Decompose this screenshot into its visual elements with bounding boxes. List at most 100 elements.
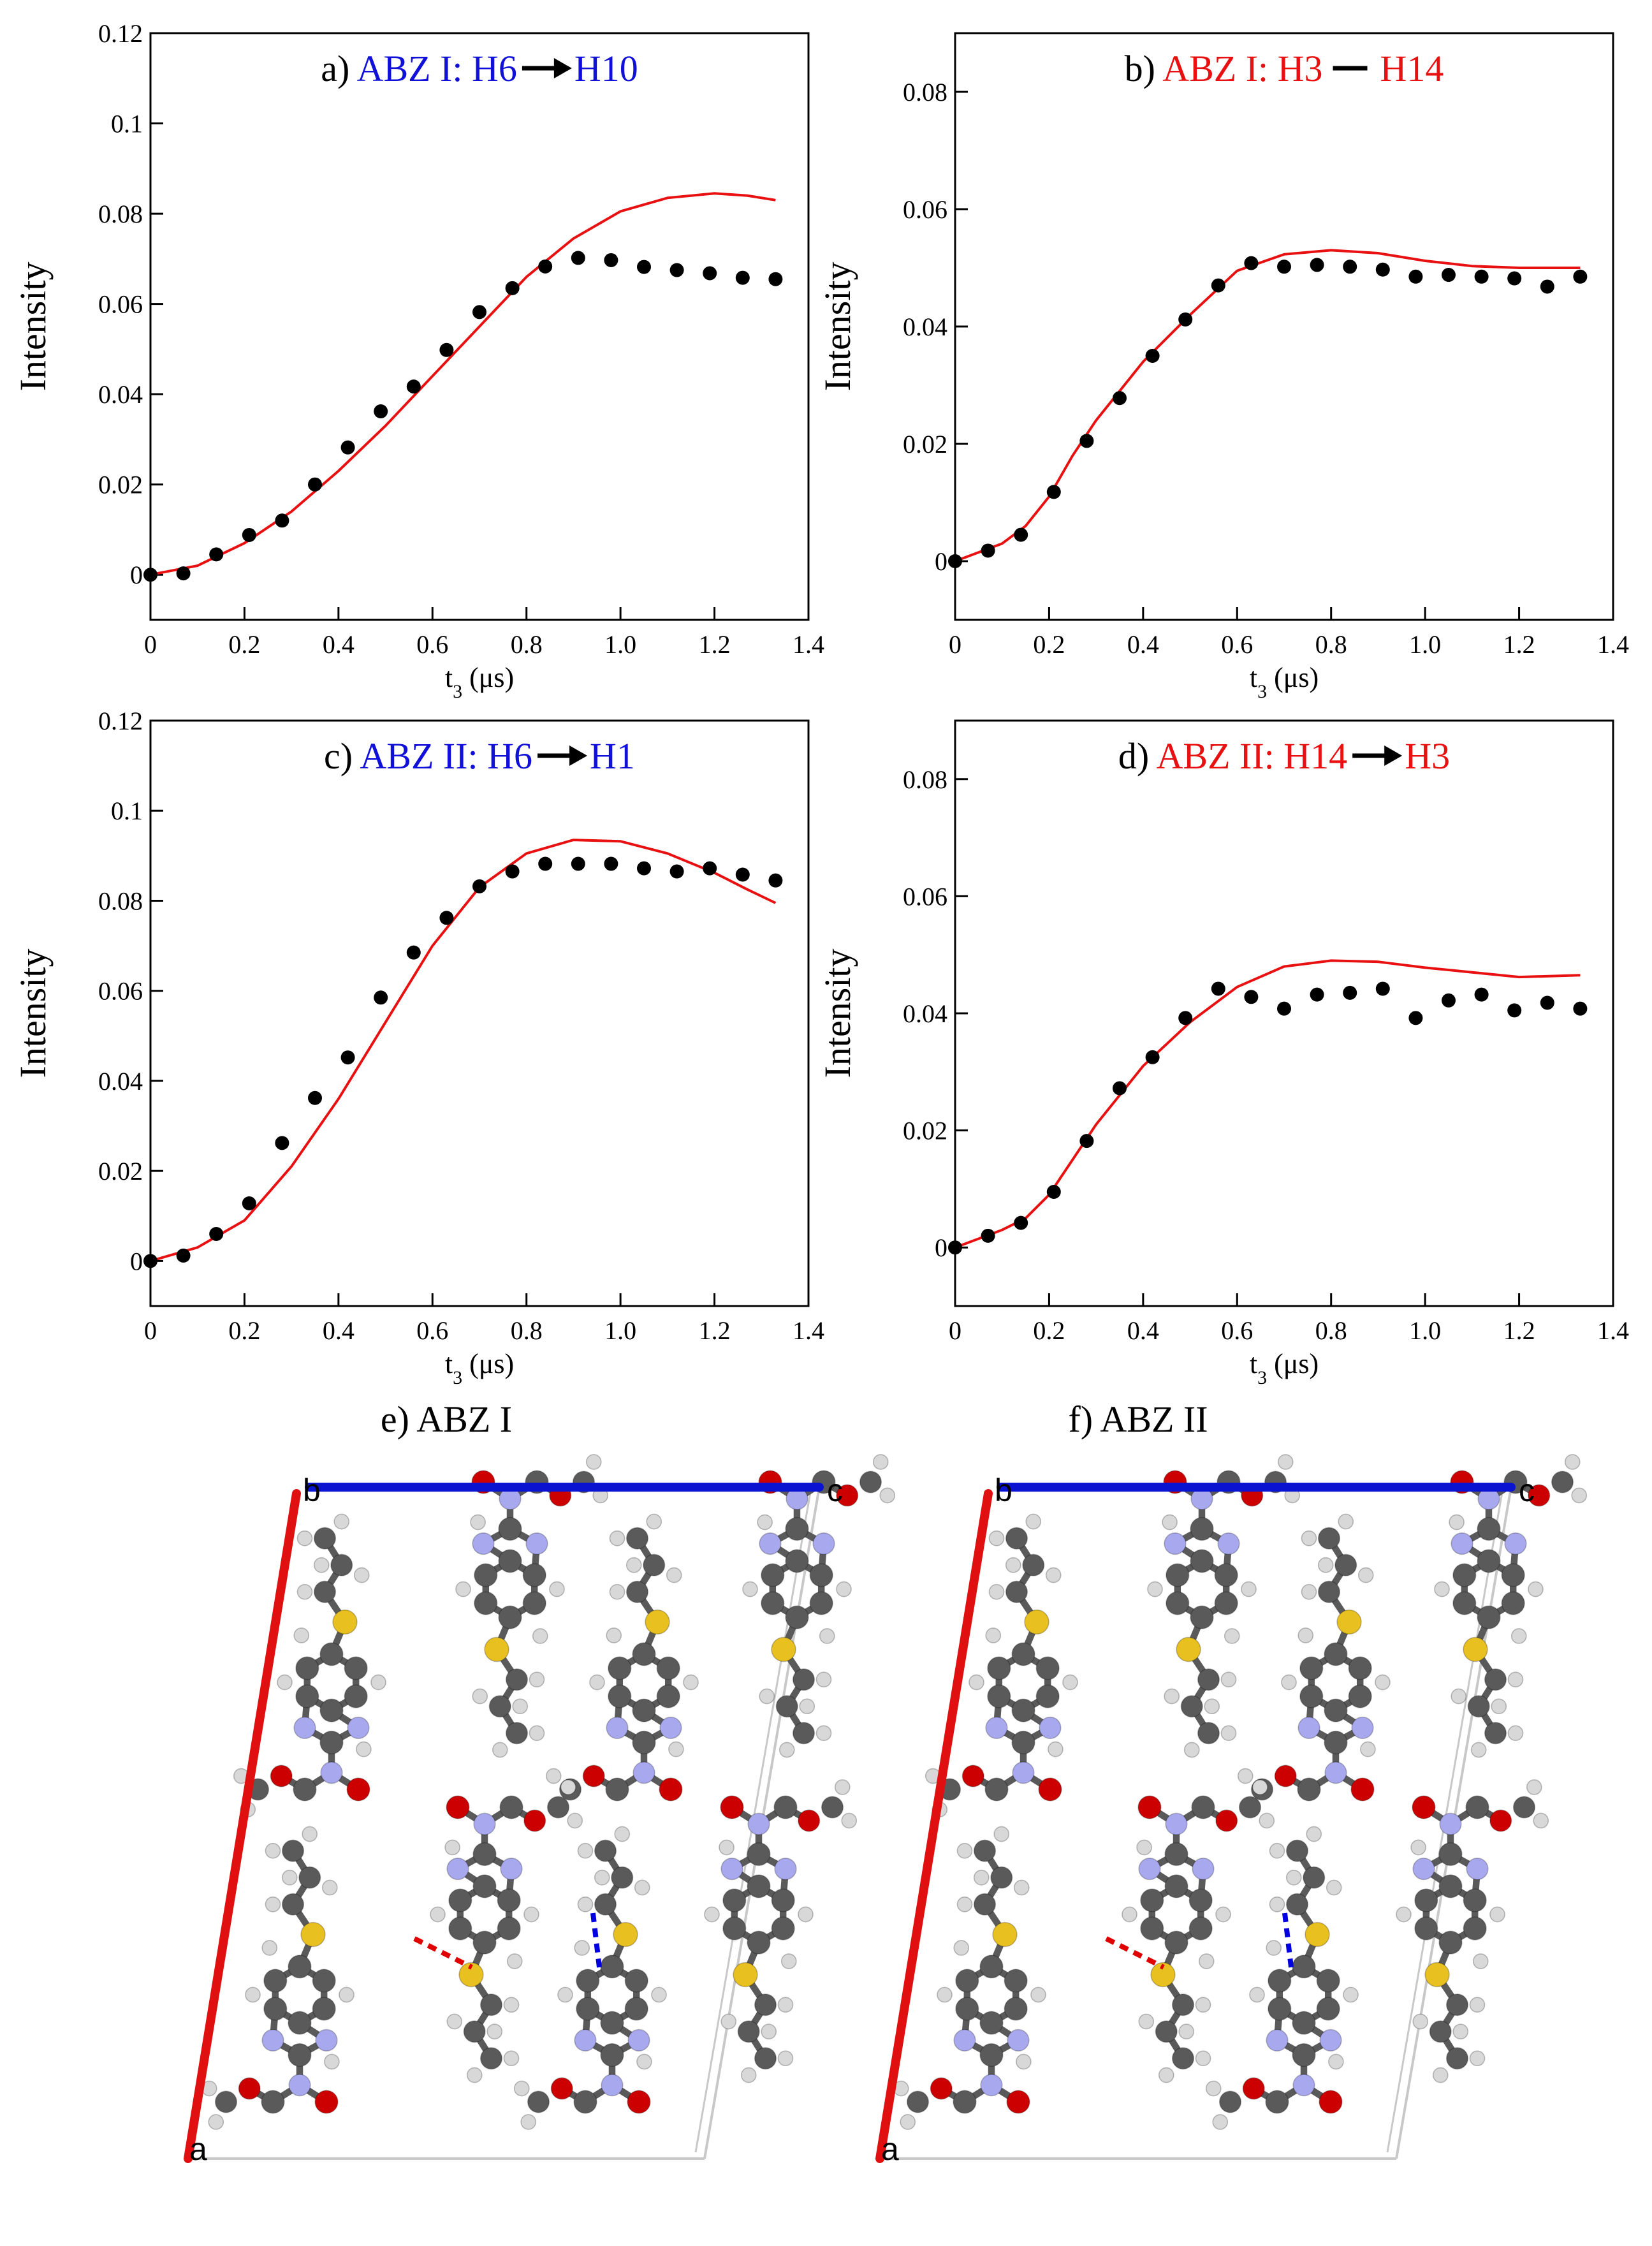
- atom: [632, 1642, 656, 1666]
- atom: [550, 2077, 573, 2100]
- atom: [1158, 2067, 1174, 2083]
- experiment-point: [1079, 434, 1094, 448]
- atom: [484, 1636, 509, 1662]
- atom: [785, 1605, 809, 1629]
- chart-title-text: ABZ I: H3: [1162, 48, 1322, 89]
- atom: [1178, 2023, 1195, 2040]
- atom: [1214, 1591, 1238, 1615]
- atom: [1412, 1858, 1435, 1881]
- atom: [1452, 1591, 1477, 1615]
- atom: [980, 2074, 1003, 2097]
- experiment-point: [242, 527, 256, 542]
- atom: [265, 1842, 281, 1859]
- y-tick-label: 0.08: [98, 886, 143, 915]
- atom: [1551, 1471, 1574, 1494]
- experiment-point: [1540, 279, 1554, 294]
- experiment-point: [637, 260, 651, 274]
- experiment-point: [275, 1136, 289, 1150]
- x-tick-label: 0.8: [511, 1316, 543, 1345]
- atom: [344, 1656, 368, 1680]
- atom: [288, 2011, 312, 2035]
- atom: [1197, 1668, 1220, 1691]
- atom: [527, 2090, 550, 2113]
- atom: [298, 1866, 321, 1889]
- atom: [574, 2029, 597, 2051]
- atom: [979, 2011, 1004, 2035]
- experiment-point: [1375, 981, 1390, 996]
- atom: [1136, 1839, 1152, 1856]
- atom: [499, 1795, 523, 1819]
- plot-frame: [149, 32, 810, 621]
- atom: [1348, 1684, 1372, 1708]
- atom: [277, 1674, 293, 1691]
- y-tick-label: 0.06: [903, 882, 947, 911]
- experiment-point: [1310, 258, 1324, 272]
- atom: [261, 2029, 284, 2051]
- atom: [1265, 2090, 1289, 2114]
- experiment-point: [703, 266, 717, 281]
- atom: [1324, 1698, 1348, 1722]
- experiment-point: [242, 1196, 256, 1210]
- atom: [719, 1839, 735, 1856]
- y-tick-label: 0.08: [903, 78, 947, 106]
- atom: [815, 1671, 832, 1688]
- atom: [529, 1671, 545, 1688]
- atom: [1062, 1674, 1078, 1691]
- x-axis-label: t3 (μs): [445, 1348, 514, 1388]
- simulation-line: [150, 192, 776, 576]
- atom: [1316, 1997, 1340, 2021]
- atom: [747, 1812, 770, 1835]
- atom: [1266, 1940, 1282, 1956]
- atom: [1297, 1777, 1321, 1802]
- x-axis-label-main: t: [1250, 662, 1257, 693]
- atom: [984, 1777, 1009, 1802]
- atom: [761, 1591, 785, 1615]
- atom: [605, 1777, 629, 1802]
- atom: [1438, 1874, 1463, 1898]
- experiment-point: [1277, 1001, 1291, 1016]
- x-tick-label: 1.2: [1503, 1316, 1535, 1345]
- atom: [1452, 1563, 1477, 1587]
- experiment-point: [505, 281, 520, 295]
- chart-title-text: ABZ II: H14: [1157, 735, 1348, 777]
- chart-a: 0 0.2 0.4 0.6 0.8 1.0 1.2 1.4 0 0.02 0.04 0.06 0.08 0…: [12, 19, 824, 702]
- x-tick-label: 1.2: [699, 1316, 731, 1345]
- atom: [567, 1812, 583, 1829]
- atom: [1484, 1668, 1507, 1691]
- atom: [627, 2090, 651, 2114]
- atom: [263, 1997, 288, 2021]
- atom: [1238, 1796, 1262, 1819]
- atom: [1470, 1742, 1487, 1758]
- atom: [293, 1716, 316, 1739]
- experiment-point: [1014, 527, 1028, 542]
- axis-label-b: b: [303, 1472, 321, 1508]
- experiment-point: [275, 513, 289, 528]
- x-axis-label-main: t: [1250, 1348, 1257, 1379]
- atom: [314, 2090, 339, 2114]
- x-tick-label: 0.6: [416, 630, 448, 659]
- experiment-point: [1178, 1011, 1193, 1025]
- atom: [606, 1716, 629, 1739]
- experiment-point: [1474, 987, 1489, 1002]
- atom: [1252, 1779, 1268, 1795]
- atom: [1338, 1513, 1354, 1530]
- atom: [955, 1969, 979, 1993]
- atom: [324, 2053, 340, 2070]
- atom: [1138, 2013, 1155, 2030]
- atom: [761, 2023, 777, 2040]
- atom: [1489, 1809, 1512, 1832]
- atom: [1414, 1916, 1438, 1941]
- atom: [1297, 1716, 1320, 1739]
- chart-title-suffix: H10: [574, 48, 638, 89]
- atom: [270, 1765, 293, 1787]
- atom: [1180, 1695, 1203, 1718]
- atom: [472, 1842, 497, 1867]
- experiment-point: [669, 263, 684, 277]
- atom: [1205, 2080, 1222, 2097]
- experiment-point: [209, 547, 224, 562]
- x-tick-label: 0.4: [323, 630, 355, 659]
- y-tick-label: 0.04: [98, 380, 143, 409]
- experiment-point: [1408, 269, 1423, 284]
- atom: [1215, 1809, 1238, 1832]
- atom: [347, 1716, 370, 1739]
